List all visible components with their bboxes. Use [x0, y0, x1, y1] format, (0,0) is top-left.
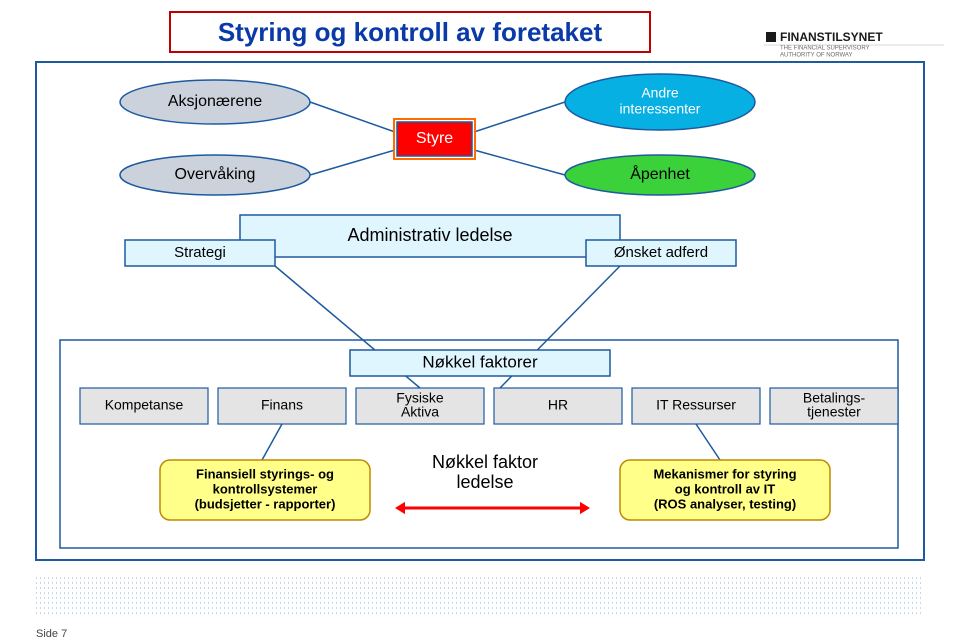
node-andre-label: interessenter — [620, 101, 701, 117]
note-finansiell-text: Finansiell styrings- og — [196, 466, 334, 481]
factor-hr-label: HR — [548, 397, 568, 413]
node-aksjonaerene-label: Aksjonærene — [168, 93, 262, 110]
note-finansiell-text: (budsjetter - rapporter) — [195, 496, 336, 511]
factor-it-label: IT Ressurser — [656, 397, 736, 413]
note-mekanismer-text: (ROS analyser, testing) — [654, 496, 796, 511]
connector-line — [474, 102, 565, 132]
factor-bet-label: tjenester — [807, 404, 861, 420]
double-arrow-head-right — [580, 502, 590, 514]
key-factors-header-label: Nøkkel faktorer — [422, 352, 538, 371]
regulator-logo: FINANSTILSYNET THE FINANCIAL SUPERVISORYA… — [764, 30, 944, 58]
connector-line — [262, 424, 282, 460]
factor-kompetanse-label: Kompetanse — [105, 397, 184, 413]
page-number: Side 7 — [36, 628, 67, 640]
node-apenhet-label: Åpenhet — [630, 164, 690, 183]
key-factor-leadership-label: ledelse — [456, 472, 513, 492]
key-factor-leadership-label: Nøkkel faktor — [432, 452, 538, 472]
box-onsket-adferd-label: Ønsket adferd — [614, 244, 708, 261]
svg-text:THE FINANCIAL SUPERVISORY: THE FINANCIAL SUPERVISORY — [780, 46, 870, 52]
node-overvaking-label: Overvåking — [175, 165, 256, 183]
connector-line — [310, 102, 395, 132]
connector-line — [696, 424, 720, 460]
box-strategi-label: Strategi — [174, 244, 226, 261]
svg-text:AUTHORITY OF NORWAY: AUTHORITY OF NORWAY — [780, 53, 852, 59]
note-mekanismer-text: og kontroll av IT — [675, 481, 775, 496]
factor-finans-label: Finans — [261, 397, 303, 413]
page-title: Styring og kontroll av foretaket — [218, 17, 603, 47]
node-andre-label: Andre — [641, 85, 679, 101]
note-finansiell-text: kontrollsystemer — [213, 481, 318, 496]
svg-text:FINANSTILSYNET: FINANSTILSYNET — [780, 30, 883, 44]
connector-line — [474, 150, 565, 175]
box-admin-ledelse-label: Administrativ ledelse — [347, 225, 512, 245]
diagram-canvas: Styring og kontroll av foretaket FINANSTI… — [0, 0, 960, 642]
double-arrow-head-left — [395, 502, 405, 514]
note-mekanismer-text: Mekanismer for styring — [653, 466, 796, 481]
factor-fysiske-label: Aktiva — [401, 404, 439, 420]
connector-line — [310, 150, 395, 175]
node-styre-label: Styre — [416, 130, 453, 147]
